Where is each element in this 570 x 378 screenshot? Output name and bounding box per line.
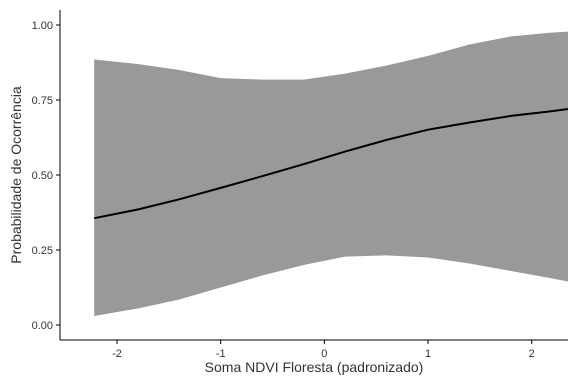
x-axis-ticks: -2 -1 0 1 2 (112, 340, 535, 360)
confidence-ribbon (94, 31, 568, 316)
prediction-line (94, 108, 569, 220)
x-tick-label: 1 (425, 348, 431, 360)
y-tick-label: 0.00 (32, 320, 53, 332)
y-tick-label: 0.25 (32, 245, 53, 257)
x-tick-label: -1 (216, 348, 226, 360)
y-axis-ticks: 0.00 0.25 0.50 0.75 1.00 (32, 20, 60, 332)
y-axis-title: Probabilidade de Ocorrência (8, 86, 24, 264)
x-axis-title: Soma NDVI Floresta (padronizado) (205, 359, 424, 375)
x-tick-label: 2 (529, 348, 535, 360)
x-tick-label: 0 (321, 348, 327, 360)
y-tick-label: 0.50 (32, 170, 53, 182)
y-tick-label: 0.75 (32, 95, 53, 107)
x-tick-label: -2 (112, 348, 122, 360)
plot-area (94, 31, 569, 316)
y-tick-label: 1.00 (32, 20, 53, 32)
